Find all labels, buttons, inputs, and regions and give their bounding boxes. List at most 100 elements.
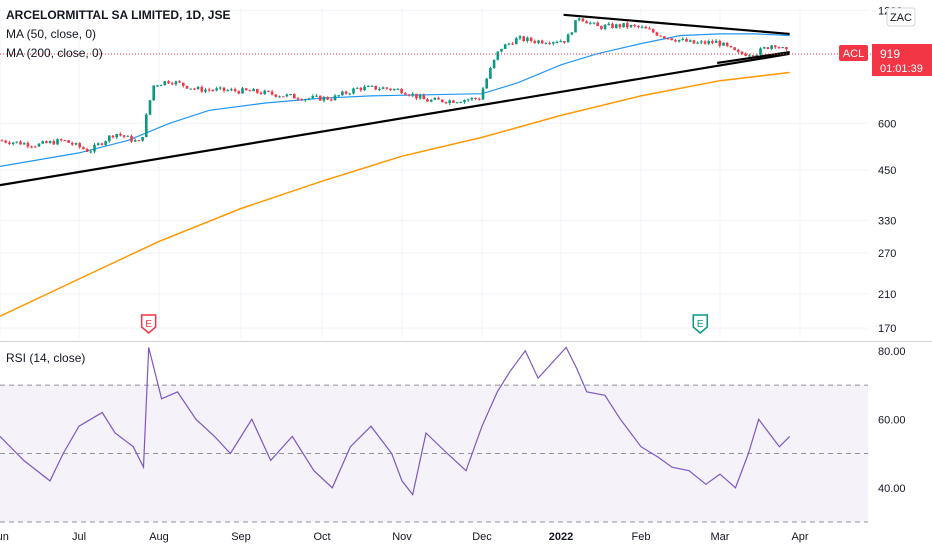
candle [156,84,159,88]
candle [570,32,574,36]
candle [237,90,241,95]
candle [130,134,133,143]
candle [189,88,192,90]
price-pane[interactable] [0,8,872,338]
candle [359,87,363,92]
chart-legend: ARCELORMITTAL SA LIMITED, 1D, JSE MA (50… [6,6,230,63]
candle [555,40,559,44]
candle [522,35,525,42]
candle [566,33,570,43]
candle [93,143,96,154]
candle [204,87,207,93]
candle [733,47,736,51]
candle [15,141,19,144]
time-tick-label: Jul [72,531,86,543]
time-axis[interactable]: Jun Jul Aug Sep Oct Nov Dec 2022 Feb Mar Apr [0,531,809,543]
ma200-line [0,71,790,317]
candle [244,87,248,91]
candle [474,97,477,101]
candle [644,25,648,29]
rsi-label[interactable]: RSI (14, close) [6,351,86,365]
earnings-marker[interactable]: E [692,314,708,334]
price-tick-label: 270 [878,248,896,260]
candle [544,42,548,45]
candle [159,84,163,87]
candle [133,138,137,142]
candle [651,28,655,34]
candle [200,85,204,93]
candle [607,22,611,26]
currency-label: ZAC [890,12,912,24]
candle [74,142,78,146]
symbol-title[interactable]: ARCELORMITTAL SA LIMITED, 1D, JSE [6,8,231,22]
candle [696,41,699,44]
earnings-marker[interactable]: E [140,314,157,334]
candle [108,135,111,144]
candle [592,22,596,25]
ma200-series [0,71,790,317]
trendline[interactable] [0,52,790,187]
candle [448,99,451,105]
candle [45,140,48,144]
rsi-legend: RSI (14, close) [6,349,85,368]
candle [341,90,344,96]
candle [145,112,148,138]
candle [367,85,370,88]
candle [311,94,315,100]
price-badge-bg [872,44,932,76]
time-tick-label: Dec [472,531,492,543]
candle [104,140,107,147]
candle [63,139,67,142]
ma50-legend[interactable]: MA (50, close, 0) [6,27,97,41]
candle [82,146,85,150]
candle [533,39,537,45]
candle [71,141,74,146]
candle [8,140,11,146]
candle [614,23,618,29]
candle [322,95,326,103]
candle [441,99,444,103]
candle [444,101,448,105]
candle [315,94,318,97]
trendline[interactable] [563,13,790,36]
candle [718,39,722,48]
candle [141,136,144,142]
ma200-legend[interactable]: MA (200, close, 0) [6,46,103,60]
candle [762,46,766,49]
candle [777,46,781,49]
candle [455,101,459,104]
candle [100,142,104,146]
candle [478,97,481,101]
rsi-tick-label: 40.00 [878,483,906,495]
candle [703,40,707,45]
candle [11,141,15,146]
candle [22,142,26,145]
currency-box[interactable]: ZAC [886,7,916,27]
rsi-axis[interactable]: 80.00 60.00 40.00 [878,346,906,495]
rsi-pane[interactable] [0,346,868,523]
candle [674,38,677,43]
candle [603,23,607,31]
candle [748,53,751,58]
candle [26,141,30,149]
candle [666,37,670,40]
candle [725,42,729,48]
bar-countdown: 01:01:39 [880,63,923,75]
candle [252,88,255,92]
candle [270,89,274,96]
candle [503,43,507,49]
candle [41,140,44,145]
candle [78,142,81,149]
candle [529,36,533,43]
candle [352,87,355,95]
candle [422,93,426,100]
rsi-tick-label: 80.00 [878,346,906,358]
candle [659,35,662,37]
candle [670,38,673,41]
candle [470,97,474,101]
candle [707,39,710,46]
candle [278,95,281,98]
candle [692,40,696,44]
